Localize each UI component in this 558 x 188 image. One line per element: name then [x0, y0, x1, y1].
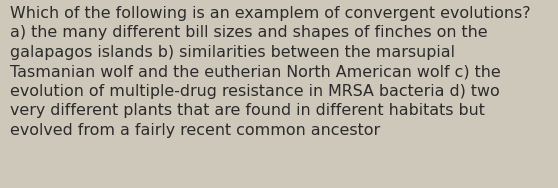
Text: Which of the following is an examplem of convergent evolutions?
a) the many diff: Which of the following is an examplem of…: [10, 6, 531, 138]
